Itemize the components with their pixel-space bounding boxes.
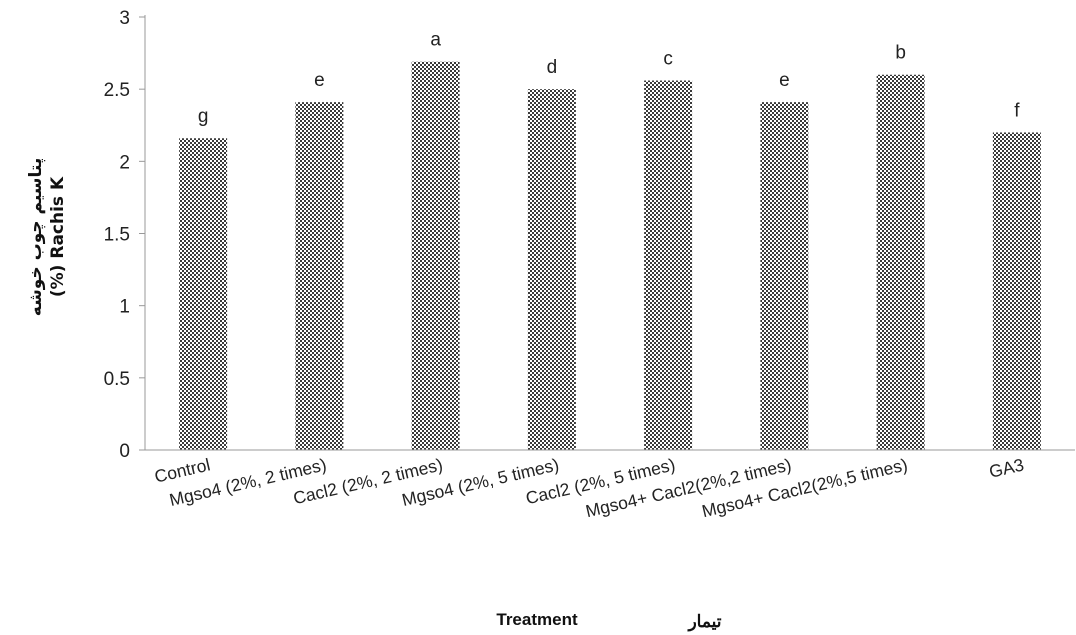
significance-letter: g: [198, 106, 209, 127]
axes-group: [139, 15, 1075, 451]
bar: [992, 132, 1041, 450]
significance-letter: c: [663, 49, 673, 70]
bar: [295, 102, 344, 450]
significance-letter: a: [430, 30, 441, 51]
bars-group: [179, 61, 1041, 451]
y-tick-label: 2: [119, 152, 130, 173]
bar: [411, 61, 460, 450]
x-axis-label: Treatment: [496, 610, 578, 629]
significance-letter: e: [779, 70, 790, 91]
y-axis-tick-labels: 0 0.5 1 1.5 2 2.5 3: [104, 8, 130, 462]
y-axis-label-persian: پتاسیم چوب خوشه: [26, 158, 46, 316]
y-axis-label: (%) Rachis K: [48, 176, 68, 297]
x-category-label: GA3: [987, 454, 1026, 481]
significance-letter: d: [547, 57, 558, 78]
y-tick-label: 0.5: [104, 369, 130, 390]
y-tick-label: 3: [119, 8, 130, 29]
y-axis-label-group: پتاسیم چوب خوشه (%) Rachis K: [26, 158, 68, 316]
significance-letter: e: [314, 70, 325, 91]
x-axis-label-persian: تیمار: [686, 612, 721, 632]
y-tick-label: 2.5: [104, 80, 130, 101]
bar: [644, 80, 693, 451]
bar: [760, 102, 809, 450]
y-tick-label: 1: [119, 297, 130, 318]
significance-letters-group: g e a d c e b f: [198, 30, 1020, 127]
bar: [527, 89, 576, 451]
bar: [876, 74, 925, 450]
significance-letter: f: [1014, 100, 1020, 121]
significance-letter: b: [895, 43, 906, 64]
bar: [179, 138, 228, 451]
y-tick-label: 0: [119, 441, 130, 462]
y-tick-label: 1.5: [104, 225, 130, 246]
